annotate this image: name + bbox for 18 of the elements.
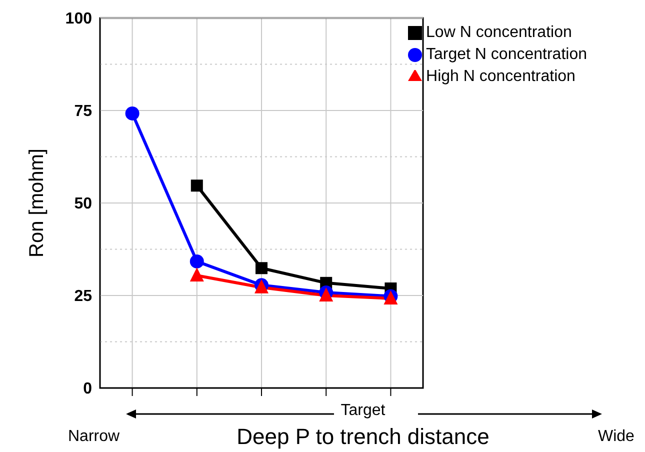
legend-label: Low N concentration: [426, 24, 572, 41]
legend-label: High N concentration: [426, 68, 576, 85]
x-axis-title: Deep P to trench distance: [236, 424, 490, 450]
legend-label: Target N concentration: [426, 46, 587, 63]
text: Wide: [598, 428, 634, 446]
point: [190, 254, 204, 268]
point: [190, 180, 203, 192]
y-tick-label: 100: [65, 10, 92, 28]
y-tick-label: 0: [83, 380, 92, 398]
text: Target: [340, 402, 386, 420]
y-tick-label: 50: [74, 196, 92, 213]
y-axis-title: Ron [mohm]: [26, 148, 48, 258]
y-tick-label: 25: [74, 288, 92, 306]
point: [125, 106, 140, 120]
y-tick-label: 75: [74, 103, 92, 120]
text: Narrow: [68, 428, 120, 446]
point: [190, 268, 204, 282]
point: [256, 262, 268, 274]
